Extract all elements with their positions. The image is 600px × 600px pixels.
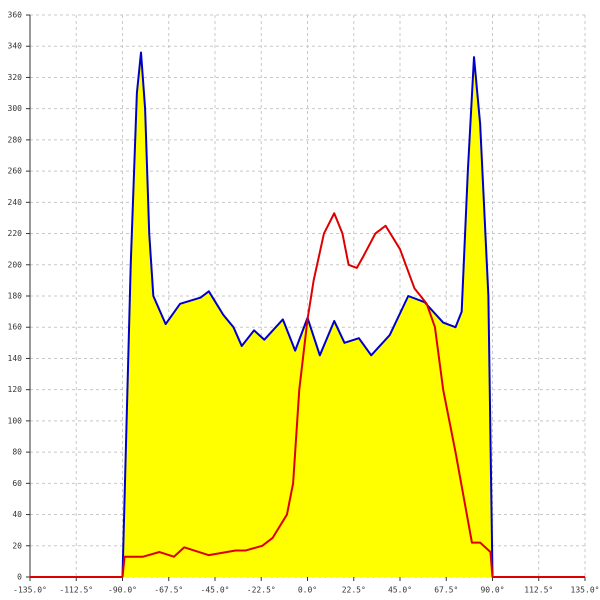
area	[122, 52, 493, 577]
y-tick-label: 0	[17, 573, 22, 582]
y-tick-label: 320	[8, 73, 23, 82]
y-tick-label: 360	[8, 11, 23, 20]
x-tick-label: -135.0°	[13, 586, 47, 595]
x-tick-label: -22.5°	[247, 586, 276, 595]
y-tick-label: 40	[12, 510, 22, 519]
x-tick-label: 90.0°	[480, 586, 504, 595]
y-tick-label: 140	[8, 354, 23, 363]
x-tick-label: -45.0°	[201, 586, 230, 595]
y-tick-label: 20	[12, 541, 22, 550]
x-tick-label: 112.5°	[524, 586, 553, 595]
x-tick-label: -90.0°	[108, 586, 137, 595]
y-tick-label: 340	[8, 42, 23, 51]
y-tick-label: 100	[8, 416, 23, 425]
y-tick-label: 160	[8, 323, 23, 332]
line	[121, 51, 494, 578]
y-tick-label: 120	[8, 385, 23, 394]
y-tick-label: 80	[12, 448, 22, 457]
y-tick-label: 240	[8, 198, 23, 207]
x-tick-label: 135.0°	[571, 586, 600, 595]
y-tick-label: 200	[8, 260, 23, 269]
y-tick-label: 280	[8, 135, 23, 144]
y-tick-label: 60	[12, 479, 22, 488]
x-tick-label: 0.0°	[298, 586, 317, 595]
y-tick-label: 220	[8, 229, 23, 238]
y-tick-label: 260	[8, 167, 23, 176]
x-tick-label: 45.0°	[388, 586, 412, 595]
y-tick-label: 300	[8, 104, 23, 113]
x-tick-label: -112.5°	[59, 586, 93, 595]
x-tick-label: -67.5°	[154, 586, 183, 595]
x-tick-label: 67.5°	[434, 586, 458, 595]
line	[30, 212, 585, 578]
x-tick-label: 22.5°	[342, 586, 366, 595]
y-tick-label: 180	[8, 292, 23, 301]
